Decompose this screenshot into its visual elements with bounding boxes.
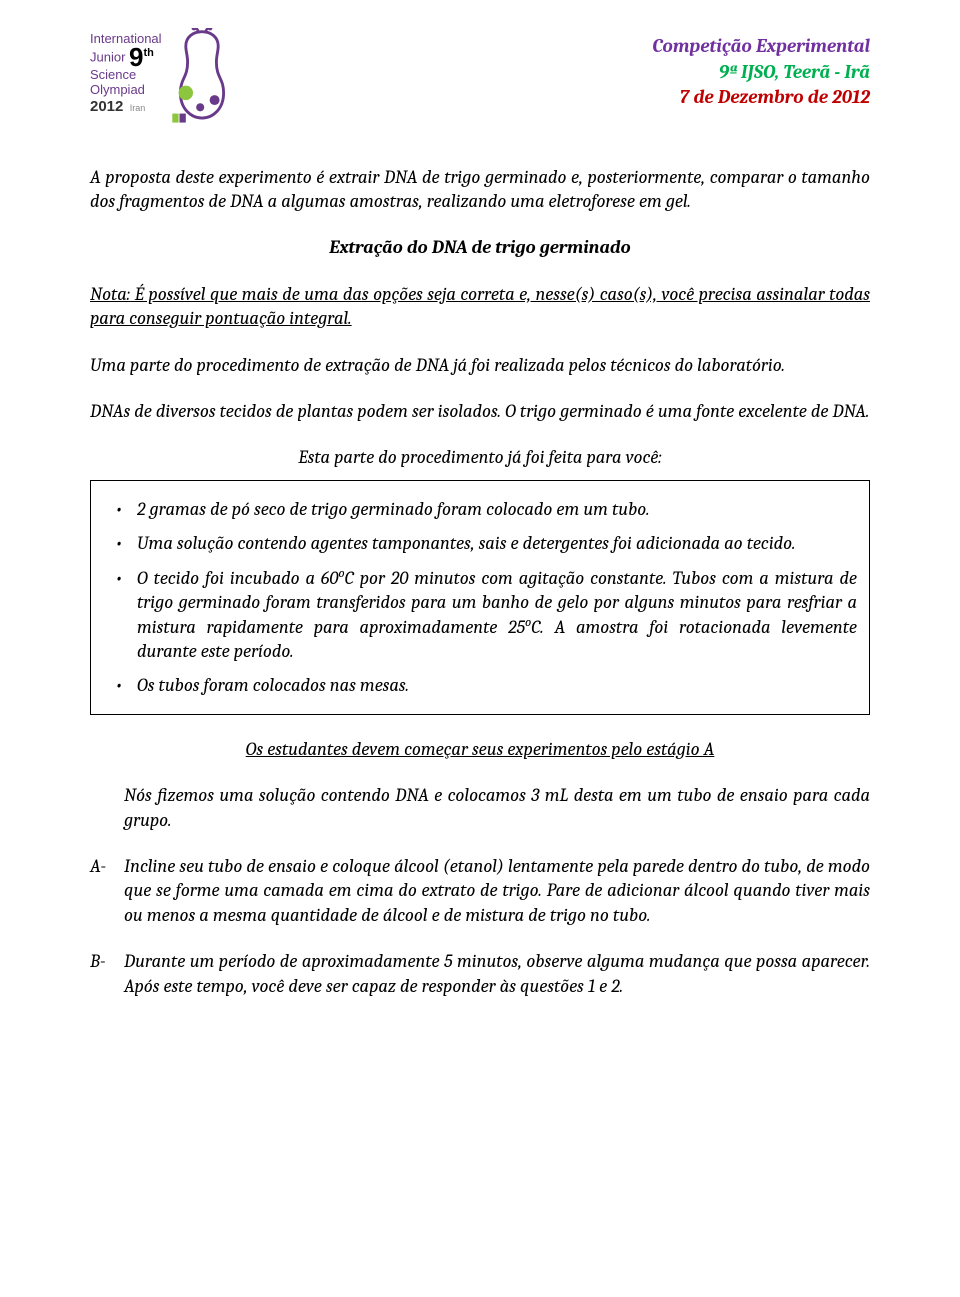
lettered-steps: A- Incline seu tubo de ensaio e coloque …	[90, 854, 870, 998]
intro-paragraph: A proposta deste experimento é extrair D…	[90, 165, 870, 214]
step-a-letter: A-	[90, 854, 106, 878]
bullet-4: Os tubos foram colocados nas mesas.	[103, 673, 857, 697]
logo-line3: Science	[90, 68, 162, 83]
pre-box-caption: Esta parte do procedimento já foi feita …	[90, 445, 870, 469]
logo-block: International Junior 9th Science Olympia…	[90, 28, 238, 123]
procedure-note-1: Uma parte do procedimento de extração de…	[90, 353, 870, 377]
procedure-note-2: DNAs de diversos tecidos de plantas pode…	[90, 399, 870, 423]
group-note: Nós fizemos uma solução contendo DNA e c…	[124, 783, 870, 832]
step-b-text: Durante um período de aproximadamente 5 …	[124, 950, 870, 996]
stage-instruction: Os estudantes devem começar seus experim…	[90, 737, 870, 761]
step-a-text: Incline seu tubo de ensaio e coloque álc…	[124, 855, 870, 926]
note-paragraph: Nota: É possível que mais de uma das opç…	[90, 282, 870, 331]
bullet-3: O tecido foi incubado a 60oC por 20 minu…	[103, 566, 857, 664]
page-header: International Junior 9th Science Olympia…	[90, 28, 870, 123]
note-text: É possível que mais de uma das opções se…	[90, 283, 870, 329]
ijso-logo-icon	[166, 28, 238, 123]
bullet-2: Uma solução contendo agentes tamponantes…	[103, 531, 857, 555]
logo-nine: 9	[129, 47, 143, 68]
header-line3: 7 de Dezembro de 2012	[652, 85, 870, 111]
procedure-bullets: 2 gramas de pó seco de trigo germinado f…	[103, 497, 857, 698]
procedure-box: 2 gramas de pó seco de trigo germinado f…	[90, 480, 870, 715]
logo-text: International Junior 9th Science Olympia…	[90, 28, 162, 115]
document-body: A proposta deste experimento é extrair D…	[90, 165, 870, 998]
header-line1: Competição Experimental	[652, 34, 870, 60]
step-b: B- Durante um período de aproximadamente…	[90, 949, 870, 998]
logo-line2: Junior 9th	[90, 47, 162, 68]
step-a: A- Incline seu tubo de ensaio e coloque …	[90, 854, 870, 927]
logo-year: 2012 Iran	[90, 98, 162, 115]
section-title: Extração do DNA de trigo germinado	[90, 235, 870, 259]
step-b-letter: B-	[90, 949, 106, 973]
logo-line4: Olympiad	[90, 83, 162, 98]
bullet-1: 2 gramas de pó seco de trigo germinado f…	[103, 497, 857, 521]
note-label: Nota:	[90, 283, 130, 305]
header-line2: 9ª IJSO, Teerã - Irã	[652, 60, 870, 86]
logo-line1: International	[90, 32, 162, 47]
header-right: Competição Experimental 9ª IJSO, Teerã -…	[652, 28, 870, 111]
